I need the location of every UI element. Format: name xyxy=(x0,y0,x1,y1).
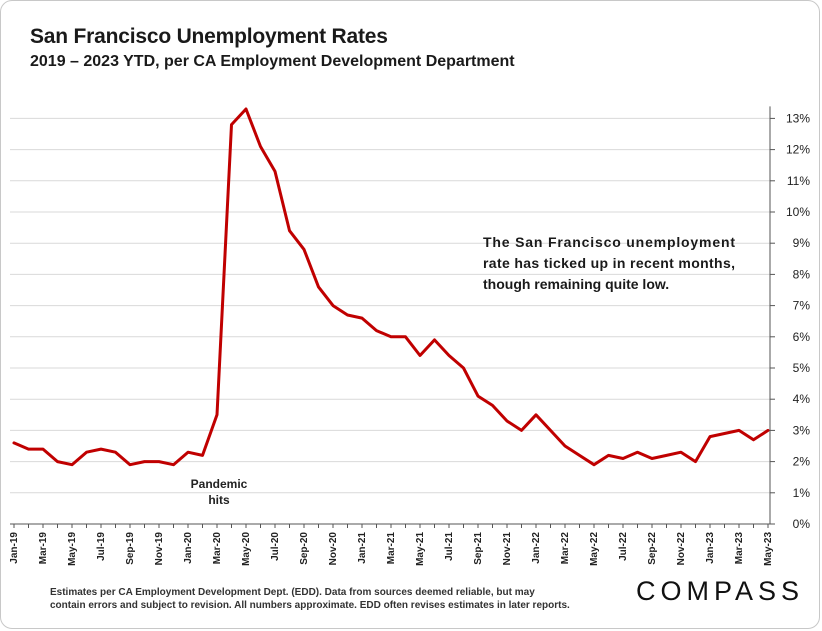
x-tick-label: May-21 xyxy=(415,532,426,566)
callout-line1: The San Francisco unemployment xyxy=(483,234,735,250)
callout-line2: rate has ticked up in recent months, xyxy=(483,255,735,271)
x-tick-label: May-19 xyxy=(67,532,78,566)
disclaimer: Estimates per CA Employment Development … xyxy=(50,586,595,612)
y-tick-label: 8% xyxy=(793,267,811,281)
y-tick-label: 11% xyxy=(787,174,810,188)
compass-logo: COMPASS xyxy=(636,576,805,606)
y-tick-label: 10% xyxy=(786,205,810,219)
x-tick-label: Jan-23 xyxy=(705,532,716,564)
y-axis: 0% 1% 2% 3% 4% 5% 6% 7% 8% 9% 10% 11% 12% 13% xyxy=(769,106,811,531)
y-tick-label: 1% xyxy=(793,486,811,500)
x-tick-label: Jan-20 xyxy=(183,532,194,564)
x-tick-label: Jul-22 xyxy=(618,532,629,561)
x-tick-label: Mar-22 xyxy=(560,532,571,565)
y-tick-label: 4% xyxy=(793,392,811,406)
gridlines xyxy=(10,117,770,494)
x-tick-label: Nov-21 xyxy=(502,532,513,566)
x-tick-label: Mar-19 xyxy=(38,532,49,565)
x-tick-label: May-23 xyxy=(763,532,774,566)
y-tick-label: 5% xyxy=(793,361,811,375)
y-tick-label: 12% xyxy=(786,143,810,157)
x-tick-label: May-20 xyxy=(241,532,252,566)
x-tick-label: Jan-22 xyxy=(531,532,542,564)
x-tick-label: Nov-22 xyxy=(676,532,687,566)
x-tick-label: Jan-21 xyxy=(357,532,368,564)
chart-title: San Francisco Unemployment Rates xyxy=(30,25,388,48)
x-tick-label: Jul-21 xyxy=(444,532,455,561)
x-tick-label: Nov-19 xyxy=(154,532,165,566)
disclaimer-line2: contain errors and subject to revision. … xyxy=(50,600,570,611)
x-tick-label: Jul-20 xyxy=(270,532,281,561)
y-tick-label: 3% xyxy=(793,423,811,437)
x-tick-label: Jan-19 xyxy=(9,532,20,564)
pandemic-annotation-line2: hits xyxy=(208,493,230,507)
y-tick-label: 0% xyxy=(793,517,811,531)
y-tick-label: 6% xyxy=(793,330,811,344)
x-tick-label: Sep-21 xyxy=(473,532,484,565)
y-tick-label: 9% xyxy=(793,236,811,250)
x-tick-label: Sep-20 xyxy=(299,532,310,565)
x-tick-label: May-22 xyxy=(589,532,600,566)
x-axis: Jan-19 Mar-19 May-19 Jul-19 Sep-19 Nov-19 Jan-… xyxy=(9,523,774,566)
y-tick-label: 13% xyxy=(786,111,810,125)
x-tick-label: Mar-23 xyxy=(734,532,745,565)
callout-line3: though remaining quite low. xyxy=(483,276,669,292)
chart-subtitle: 2019 – 2023 YTD, per CA Employment Devel… xyxy=(30,53,515,70)
x-tick-label: Sep-19 xyxy=(125,532,136,565)
disclaimer-line1: Estimates per CA Employment Development … xyxy=(50,587,535,598)
y-tick-label: 2% xyxy=(793,455,811,469)
x-tick-label: Sep-22 xyxy=(647,532,658,565)
y-tick-label: 7% xyxy=(793,299,811,313)
x-tick-label: Mar-20 xyxy=(212,532,223,565)
x-tick-label: Mar-21 xyxy=(386,532,397,565)
x-tick-label: Jul-19 xyxy=(96,532,107,561)
series-group xyxy=(12,107,770,467)
x-tick-label: Nov-20 xyxy=(328,532,339,566)
pandemic-annotation-line1: Pandemic xyxy=(191,477,248,491)
